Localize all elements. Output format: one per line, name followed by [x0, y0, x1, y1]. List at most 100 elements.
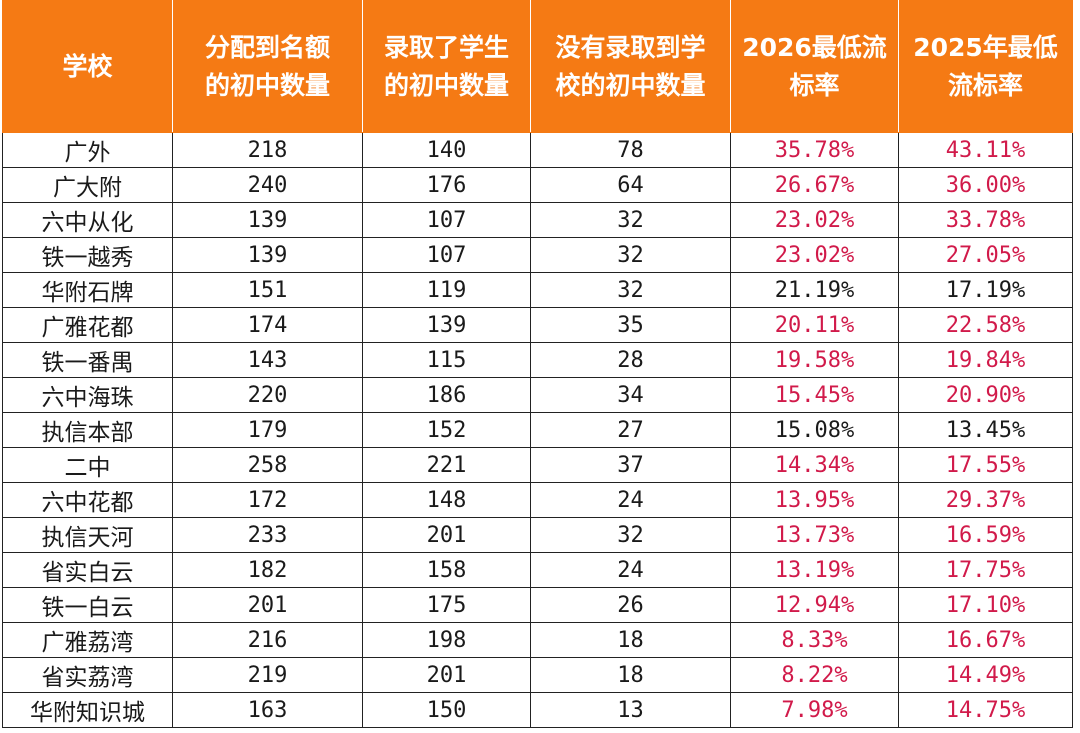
cell-admitted: 152: [362, 412, 531, 448]
cell-rate-2026: 20.11%: [730, 307, 899, 343]
cell-school: 省实荔湾: [2, 657, 173, 693]
cell-admitted: 139: [362, 307, 531, 343]
cell-admitted: 140: [362, 132, 531, 168]
cell-rate-2025: 36.00%: [898, 167, 1073, 203]
cell-school: 广大附: [2, 167, 173, 203]
cell-rate-2025: 14.75%: [898, 692, 1073, 728]
table-row: 省实白云 182 158 24 13.19% 17.75%: [2, 552, 1073, 588]
header-row: 学校 分配到名额 的初中数量 录取了学生 的初中数量 没有录取到学 校的初中数量…: [2, 0, 1073, 133]
cell-allocated: 163: [172, 692, 363, 728]
cell-admitted: 201: [362, 517, 531, 553]
table-body: 广外 218 140 78 35.78% 43.11% 广大附 240 176 64 26.67% 3…: [2, 132, 1073, 728]
cell-allocated: 139: [172, 202, 363, 238]
cell-school: 铁一番禺: [2, 342, 173, 378]
header-2026-rate: 2026最低流 标率: [730, 0, 899, 133]
cell-school: 广雅荔湾: [2, 622, 173, 658]
cell-rate-2025: 17.19%: [898, 272, 1073, 308]
cell-school: 华附知识城: [2, 692, 173, 728]
cell-rate-2025: 27.05%: [898, 237, 1073, 273]
table-row: 广外 218 140 78 35.78% 43.11%: [2, 132, 1073, 168]
cell-admitted: 107: [362, 237, 531, 273]
cell-allocated: 172: [172, 482, 363, 518]
cell-not-admitted: 32: [530, 237, 731, 273]
cell-rate-2025: 17.10%: [898, 587, 1073, 623]
cell-rate-2026: 26.67%: [730, 167, 899, 203]
cell-not-admitted: 34: [530, 377, 731, 413]
cell-rate-2026: 15.08%: [730, 412, 899, 448]
table-row: 广大附 240 176 64 26.67% 36.00%: [2, 167, 1073, 203]
cell-admitted: 175: [362, 587, 531, 623]
cell-admitted: 186: [362, 377, 531, 413]
cell-allocated: 258: [172, 447, 363, 483]
cell-rate-2026: 8.22%: [730, 657, 899, 693]
cell-school: 铁一白云: [2, 587, 173, 623]
table-row: 广雅荔湾 216 198 18 8.33% 16.67%: [2, 622, 1073, 658]
table-row: 铁一番禺 143 115 28 19.58% 19.84%: [2, 342, 1073, 378]
cell-rate-2026: 14.34%: [730, 447, 899, 483]
table-row: 铁一越秀 139 107 32 23.02% 27.05%: [2, 237, 1073, 273]
header-not-admitted-schools: 没有录取到学 校的初中数量: [530, 0, 731, 133]
cell-allocated: 240: [172, 167, 363, 203]
cell-rate-2025: 14.49%: [898, 657, 1073, 693]
header-2025-rate: 2025年最低 流标率: [898, 0, 1073, 133]
cell-rate-2026: 19.58%: [730, 342, 899, 378]
cell-rate-2026: 13.73%: [730, 517, 899, 553]
cell-allocated: 201: [172, 587, 363, 623]
cell-not-admitted: 26: [530, 587, 731, 623]
table-row: 执信天河 233 201 32 13.73% 16.59%: [2, 517, 1073, 553]
table-row: 六中花都 172 148 24 13.95% 29.37%: [2, 482, 1073, 518]
cell-admitted: 198: [362, 622, 531, 658]
cell-school: 执信本部: [2, 412, 173, 448]
cell-admitted: 107: [362, 202, 531, 238]
cell-school: 二中: [2, 447, 173, 483]
cell-allocated: 174: [172, 307, 363, 343]
cell-rate-2026: 35.78%: [730, 132, 899, 168]
cell-admitted: 115: [362, 342, 531, 378]
cell-admitted: 148: [362, 482, 531, 518]
cell-admitted: 176: [362, 167, 531, 203]
cell-school: 执信天河: [2, 517, 173, 553]
cell-allocated: 220: [172, 377, 363, 413]
cell-rate-2025: 17.75%: [898, 552, 1073, 588]
table-row: 华附石牌 151 119 32 21.19% 17.19%: [2, 272, 1073, 308]
cell-rate-2025: 13.45%: [898, 412, 1073, 448]
cell-rate-2026: 23.02%: [730, 237, 899, 273]
cell-school: 广外: [2, 132, 173, 168]
cell-rate-2025: 33.78%: [898, 202, 1073, 238]
cell-not-admitted: 32: [530, 517, 731, 553]
cell-allocated: 139: [172, 237, 363, 273]
cell-not-admitted: 18: [530, 657, 731, 693]
cell-admitted: 150: [362, 692, 531, 728]
cell-rate-2026: 13.95%: [730, 482, 899, 518]
cell-admitted: 201: [362, 657, 531, 693]
cell-not-admitted: 64: [530, 167, 731, 203]
cell-rate-2025: 17.55%: [898, 447, 1073, 483]
table-row: 六中从化 139 107 32 23.02% 33.78%: [2, 202, 1073, 238]
cell-allocated: 179: [172, 412, 363, 448]
cell-not-admitted: 28: [530, 342, 731, 378]
cell-allocated: 151: [172, 272, 363, 308]
cell-allocated: 233: [172, 517, 363, 553]
cell-rate-2026: 15.45%: [730, 377, 899, 413]
header-allocated-schools: 分配到名额 的初中数量: [172, 0, 363, 133]
cell-not-admitted: 18: [530, 622, 731, 658]
table-row: 执信本部 179 152 27 15.08% 13.45%: [2, 412, 1073, 448]
table-row: 二中 258 221 37 14.34% 17.55%: [2, 447, 1073, 483]
cell-allocated: 143: [172, 342, 363, 378]
header-admitted-schools: 录取了学生 的初中数量: [362, 0, 531, 133]
cell-school: 华附石牌: [2, 272, 173, 308]
cell-not-admitted: 24: [530, 482, 731, 518]
table-row: 广雅花都 174 139 35 20.11% 22.58%: [2, 307, 1073, 343]
cell-not-admitted: 37: [530, 447, 731, 483]
cell-rate-2025: 16.59%: [898, 517, 1073, 553]
table-row: 华附知识城 163 150 13 7.98% 14.75%: [2, 692, 1073, 728]
cell-school: 省实白云: [2, 552, 173, 588]
cell-allocated: 216: [172, 622, 363, 658]
cell-school: 六中从化: [2, 202, 173, 238]
cell-rate-2026: 13.19%: [730, 552, 899, 588]
cell-rate-2026: 21.19%: [730, 272, 899, 308]
table-row: 铁一白云 201 175 26 12.94% 17.10%: [2, 587, 1073, 623]
cell-rate-2025: 16.67%: [898, 622, 1073, 658]
